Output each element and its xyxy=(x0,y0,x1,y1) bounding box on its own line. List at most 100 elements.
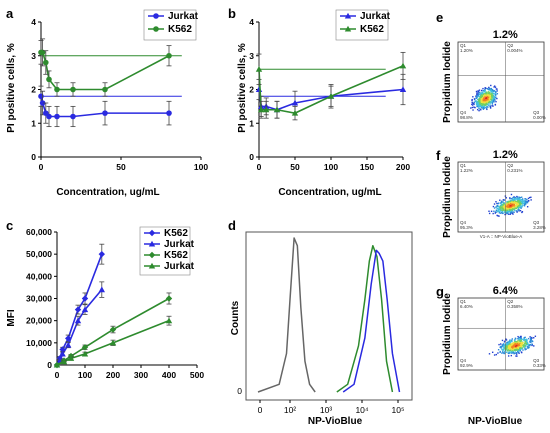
event-dot xyxy=(516,195,518,198)
event-dot xyxy=(488,101,490,104)
event-dot xyxy=(528,196,531,199)
event-dot xyxy=(511,347,513,349)
event-dot xyxy=(511,210,513,212)
event-dot xyxy=(490,89,492,91)
event-dot xyxy=(502,201,504,203)
event-dot xyxy=(500,205,503,207)
event-dot xyxy=(476,105,479,108)
event-dot xyxy=(524,339,526,341)
event-dot xyxy=(503,341,506,343)
event-dot xyxy=(513,352,515,354)
scatter-frame xyxy=(457,297,545,371)
event-dot xyxy=(515,346,517,348)
event-dot xyxy=(477,104,479,106)
event-dot xyxy=(509,339,511,341)
ylabel-c: MFI xyxy=(6,309,17,326)
histogram-line-2 xyxy=(342,249,401,393)
event-dot xyxy=(509,203,512,205)
event-dot xyxy=(513,204,516,207)
event-dot xyxy=(505,206,507,209)
event-dot xyxy=(517,339,519,342)
event-dot xyxy=(506,200,508,203)
event-dot xyxy=(516,355,518,357)
event-dot xyxy=(509,340,511,343)
event-dot xyxy=(486,91,488,93)
event-dot xyxy=(517,347,520,350)
event-dot xyxy=(513,196,515,198)
event-dot xyxy=(491,89,493,91)
event-dot xyxy=(520,351,523,353)
quadrant-label: Q4 xyxy=(460,358,467,363)
event-dot xyxy=(476,104,478,106)
data-point xyxy=(102,110,108,116)
event-dot xyxy=(511,348,513,351)
event-dot xyxy=(510,205,512,207)
scatter-frame xyxy=(457,41,545,123)
panel-letter-e: e xyxy=(436,10,443,25)
event-dot xyxy=(517,349,519,351)
event-dot xyxy=(519,205,522,207)
panel-letter-c: c xyxy=(6,218,13,233)
event-dot xyxy=(497,209,499,212)
event-dot xyxy=(486,87,489,90)
event-dot xyxy=(507,211,509,213)
event-dot xyxy=(486,100,488,103)
event-dot xyxy=(519,203,521,206)
event-dot xyxy=(502,206,504,209)
event-dot xyxy=(503,207,505,209)
event-dot xyxy=(524,347,526,350)
event-dot xyxy=(505,344,508,347)
event-dot xyxy=(500,209,502,211)
event-dot xyxy=(521,211,524,213)
event-dot xyxy=(479,103,482,105)
event-dot xyxy=(491,95,493,97)
event-dot xyxy=(516,345,519,347)
event-dot xyxy=(523,337,526,339)
event-dot xyxy=(514,198,517,200)
y-tick-label: 0 xyxy=(31,152,36,162)
event-dot xyxy=(503,346,505,348)
panel-letter-a: a xyxy=(6,6,14,21)
legend-marker xyxy=(148,251,156,259)
event-dot xyxy=(508,209,511,211)
event-dot xyxy=(512,202,514,204)
event-dot xyxy=(494,93,496,95)
event-dot xyxy=(510,207,513,210)
event-dot xyxy=(517,346,520,348)
quadrant-label: Q3 xyxy=(533,110,540,115)
event-dot xyxy=(508,200,510,202)
xlabel-d: NP-VioBlue xyxy=(308,416,363,427)
event-dot xyxy=(515,342,517,344)
event-dot xyxy=(530,196,532,198)
event-dot xyxy=(485,102,487,105)
data-point xyxy=(60,358,68,365)
event-dot xyxy=(518,347,521,350)
y-tick-label: 0 xyxy=(237,386,242,396)
event-dot xyxy=(493,92,495,95)
data-point xyxy=(81,350,89,357)
event-dot xyxy=(525,348,527,350)
event-dot xyxy=(515,348,517,351)
event-dot xyxy=(479,101,481,103)
event-dot xyxy=(499,209,502,211)
event-dot xyxy=(488,87,491,90)
event-dot xyxy=(497,209,500,211)
event-dot xyxy=(484,106,486,108)
event-dot xyxy=(478,92,480,95)
event-dot xyxy=(531,337,533,339)
event-dot xyxy=(524,346,526,349)
event-dot xyxy=(515,201,517,204)
event-dot xyxy=(515,351,518,354)
event-dot xyxy=(499,351,501,354)
event-dot xyxy=(520,347,522,350)
data-point xyxy=(98,250,105,258)
data-point xyxy=(65,341,72,348)
event-dot xyxy=(518,200,520,203)
event-dot xyxy=(520,346,522,349)
event-dot xyxy=(514,343,517,345)
event-dot xyxy=(478,95,481,98)
event-dot xyxy=(480,98,483,100)
event-dot xyxy=(514,347,516,349)
event-dot xyxy=(507,355,510,357)
event-dot xyxy=(492,205,495,208)
